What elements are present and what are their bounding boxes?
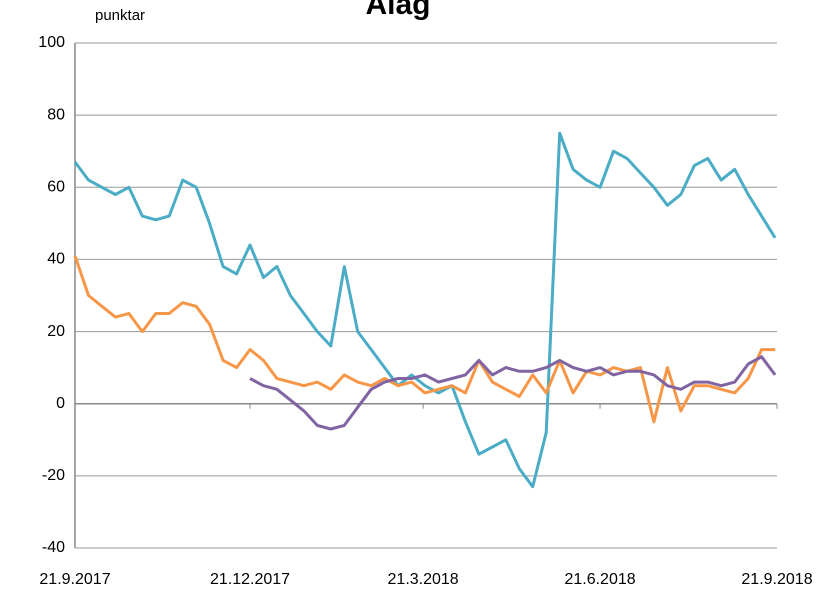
y-axis-label: punktar bbox=[95, 7, 145, 24]
y-tick-label: 60 bbox=[47, 179, 65, 196]
x-tick-label: 21.9.2018 bbox=[741, 571, 812, 588]
series-line bbox=[73, 131, 777, 489]
x-tick-label: 21.6.2018 bbox=[564, 571, 635, 588]
chart-title: Álag bbox=[365, 0, 430, 21]
x-tick-label: 21.9.2017 bbox=[39, 571, 110, 588]
series-line bbox=[249, 355, 777, 431]
series-line bbox=[73, 255, 776, 424]
y-tick-label: 0 bbox=[56, 395, 65, 412]
y-tick-label: 40 bbox=[47, 251, 65, 268]
x-tick-label: 21.12.2017 bbox=[210, 571, 290, 588]
y-tick-label: 20 bbox=[47, 323, 65, 340]
y-tick-label: -40 bbox=[42, 539, 65, 556]
y-tick-label: 80 bbox=[47, 106, 65, 123]
x-tick-label: 21.3.2018 bbox=[388, 571, 459, 588]
y-tick-label: -20 bbox=[42, 467, 65, 484]
y-tick-label: 100 bbox=[38, 34, 65, 51]
